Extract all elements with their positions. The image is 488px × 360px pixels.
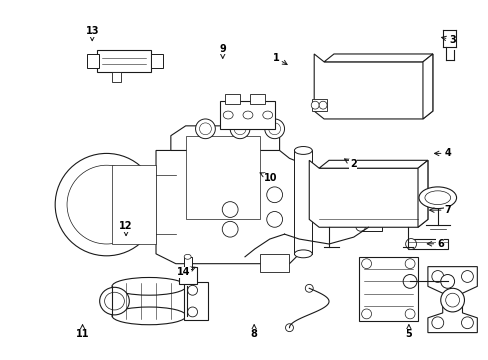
Bar xyxy=(225,94,240,104)
Bar xyxy=(185,136,259,219)
Ellipse shape xyxy=(184,254,191,259)
Circle shape xyxy=(67,165,146,244)
Circle shape xyxy=(461,317,472,329)
Text: 6: 6 xyxy=(427,239,443,249)
Circle shape xyxy=(187,285,197,295)
Text: 13: 13 xyxy=(85,26,99,41)
Ellipse shape xyxy=(223,111,233,119)
Polygon shape xyxy=(308,160,427,227)
Bar xyxy=(179,267,196,284)
Polygon shape xyxy=(319,160,427,168)
Circle shape xyxy=(199,123,211,135)
Bar xyxy=(151,54,163,68)
Ellipse shape xyxy=(294,147,311,154)
Polygon shape xyxy=(111,165,156,244)
Text: 10: 10 xyxy=(260,173,277,183)
Circle shape xyxy=(222,202,238,217)
Circle shape xyxy=(440,288,464,312)
Polygon shape xyxy=(417,160,427,227)
Bar xyxy=(111,72,121,82)
Bar xyxy=(294,150,311,254)
Circle shape xyxy=(319,101,326,109)
Circle shape xyxy=(230,119,249,139)
Text: 3: 3 xyxy=(441,35,455,45)
Text: 9: 9 xyxy=(219,44,225,58)
Circle shape xyxy=(431,317,443,329)
Polygon shape xyxy=(422,54,432,119)
Bar xyxy=(259,254,289,271)
Circle shape xyxy=(264,119,284,139)
Circle shape xyxy=(361,309,371,319)
Circle shape xyxy=(461,271,472,282)
Circle shape xyxy=(222,221,238,237)
Ellipse shape xyxy=(424,191,450,204)
Bar xyxy=(220,101,274,129)
Polygon shape xyxy=(314,54,432,119)
Circle shape xyxy=(405,309,414,319)
Circle shape xyxy=(361,259,371,269)
Bar xyxy=(183,282,208,320)
Ellipse shape xyxy=(112,307,186,325)
Circle shape xyxy=(431,271,443,282)
Text: 8: 8 xyxy=(250,325,257,339)
Circle shape xyxy=(355,221,365,231)
Text: 12: 12 xyxy=(119,221,133,236)
Circle shape xyxy=(234,123,245,135)
Text: 1: 1 xyxy=(272,53,286,64)
Bar xyxy=(97,50,151,72)
Text: 4: 4 xyxy=(434,148,450,158)
Bar xyxy=(249,94,264,104)
Bar xyxy=(311,99,326,111)
Ellipse shape xyxy=(100,287,129,315)
Bar xyxy=(360,221,382,231)
Ellipse shape xyxy=(294,250,311,258)
Circle shape xyxy=(402,275,416,288)
Text: 11: 11 xyxy=(76,325,89,339)
Circle shape xyxy=(285,324,293,332)
Ellipse shape xyxy=(262,111,272,119)
Text: 5: 5 xyxy=(405,325,411,339)
Text: 7: 7 xyxy=(429,205,450,215)
Polygon shape xyxy=(324,54,432,62)
Polygon shape xyxy=(156,150,308,264)
Ellipse shape xyxy=(405,239,416,249)
Polygon shape xyxy=(427,267,476,333)
Circle shape xyxy=(268,123,280,135)
Circle shape xyxy=(187,307,197,317)
Ellipse shape xyxy=(243,111,252,119)
Circle shape xyxy=(55,153,158,256)
Bar xyxy=(407,239,447,249)
Bar xyxy=(87,54,99,68)
Text: 14: 14 xyxy=(177,267,195,277)
Circle shape xyxy=(305,284,313,292)
Circle shape xyxy=(440,275,454,288)
Circle shape xyxy=(195,119,215,139)
Text: 2: 2 xyxy=(344,159,356,169)
Bar xyxy=(358,257,417,321)
Circle shape xyxy=(310,101,319,109)
Polygon shape xyxy=(170,126,279,150)
Ellipse shape xyxy=(104,292,124,310)
Circle shape xyxy=(405,259,414,269)
Circle shape xyxy=(266,212,282,227)
Bar xyxy=(183,257,191,269)
Circle shape xyxy=(266,187,282,203)
Ellipse shape xyxy=(112,278,186,295)
Circle shape xyxy=(445,293,459,307)
Ellipse shape xyxy=(418,187,456,208)
